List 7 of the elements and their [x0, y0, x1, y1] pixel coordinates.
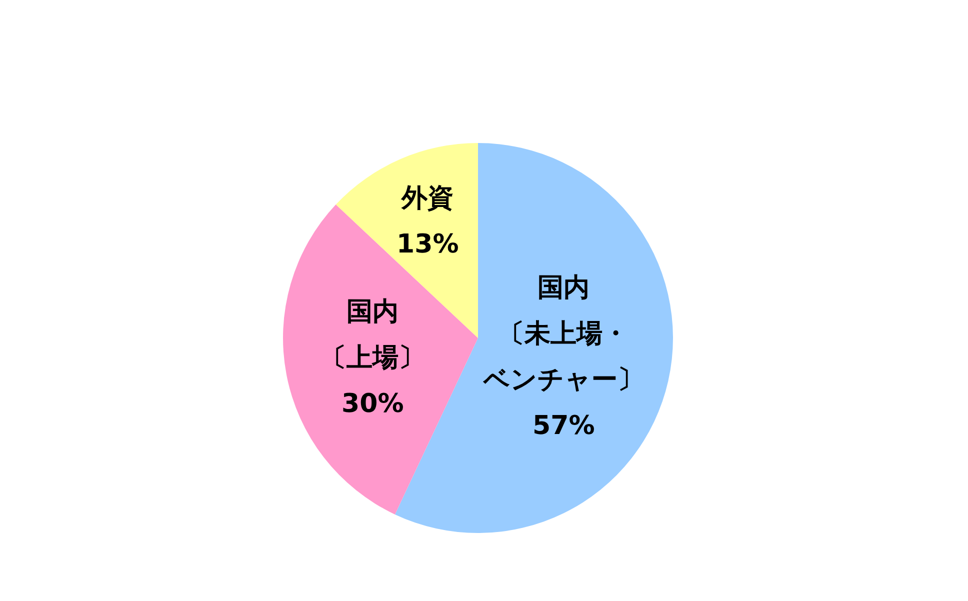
slice-label: 外資: [400, 184, 454, 214]
data-label: 57%: [532, 411, 595, 442]
slice-label: 国内〔上場〕: [320, 297, 425, 374]
data-label: 30%: [342, 389, 404, 420]
data-label: 13%: [396, 230, 459, 260]
slice-label: 国内〔未上場・ベンチャー〕: [482, 273, 644, 396]
pie-slice: [336, 143, 478, 338]
